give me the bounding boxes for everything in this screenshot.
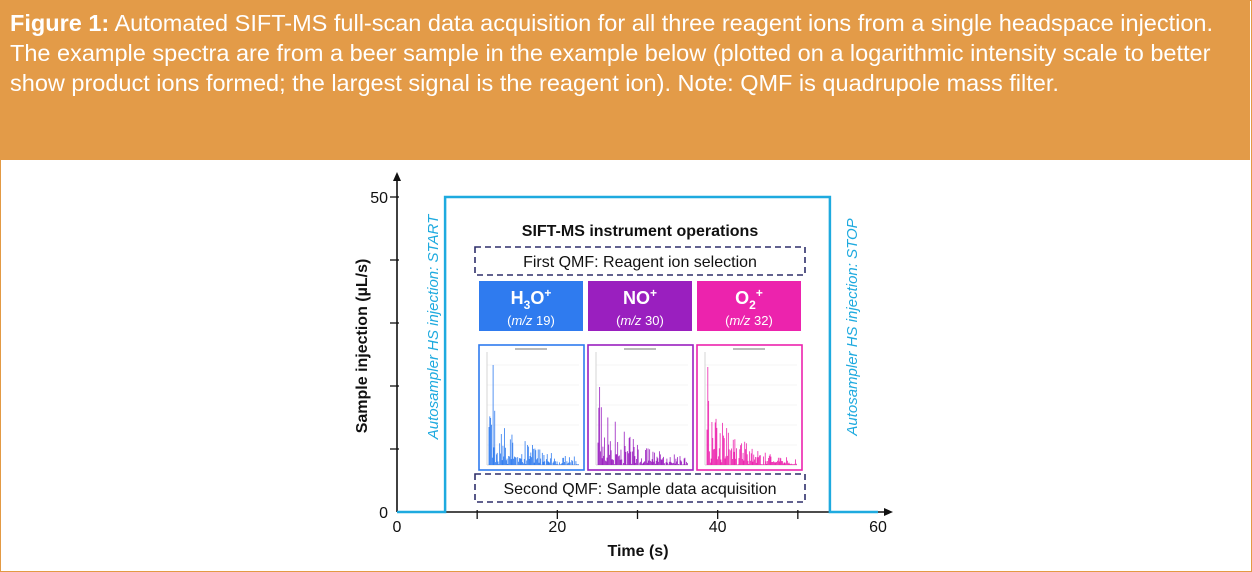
- y-tick-label: 50: [370, 190, 388, 207]
- x-tick-label: 20: [548, 519, 566, 536]
- stop-label: Autosampler HS injection: STOP: [844, 218, 861, 436]
- ion-box-no: NO+ (m/z 30): [588, 281, 692, 331]
- svg-text:(m/z 19): (m/z 19): [507, 313, 555, 328]
- y-axis-arrow: [393, 172, 401, 181]
- figure-caption: Figure 1: Automated SIFT-MS full-scan da…: [0, 0, 1250, 160]
- x-tick-label: 60: [869, 519, 887, 536]
- y-tick-label: 0: [379, 505, 388, 522]
- x-tick-label: 0: [393, 519, 402, 536]
- x-axis-arrow: [884, 508, 893, 516]
- svg-text:NO+: NO+: [623, 286, 657, 308]
- second-qmf-box: [474, 473, 806, 503]
- svg-text:O2+: O2+: [735, 286, 763, 312]
- spectrum-panel: [696, 344, 803, 471]
- spectrum-panel: [478, 344, 585, 471]
- spectrum-panel: [587, 344, 694, 471]
- first-qmf-box: [474, 246, 806, 276]
- y-axis-label: Sample injection (µL/s): [354, 259, 371, 434]
- first-qmf-label: First QMF: Reagent ion selection: [523, 254, 757, 271]
- svg-text:(m/z 32): (m/z 32): [725, 313, 773, 328]
- operations-title: SIFT-MS instrument operations: [522, 223, 759, 240]
- ion-box-o2: O2+ (m/z 32): [697, 281, 801, 331]
- caption-text: Automated SIFT-MS full-scan data acquisi…: [10, 10, 1214, 96]
- ion-box-h3o: H3O+ (m/z 19): [479, 281, 583, 331]
- start-label: Autosampler HS injection: START: [425, 213, 442, 440]
- svg-text:H3O+: H3O+: [511, 286, 552, 312]
- x-tick-label: 40: [709, 519, 727, 536]
- second-qmf-label: Second QMF: Sample data acquisition: [503, 481, 776, 498]
- x-axis-label: Time (s): [607, 543, 668, 560]
- caption-label: Figure 1:: [10, 10, 110, 36]
- injection-profile-line: [397, 195, 878, 514]
- svg-text:(m/z 30): (m/z 30): [616, 313, 664, 328]
